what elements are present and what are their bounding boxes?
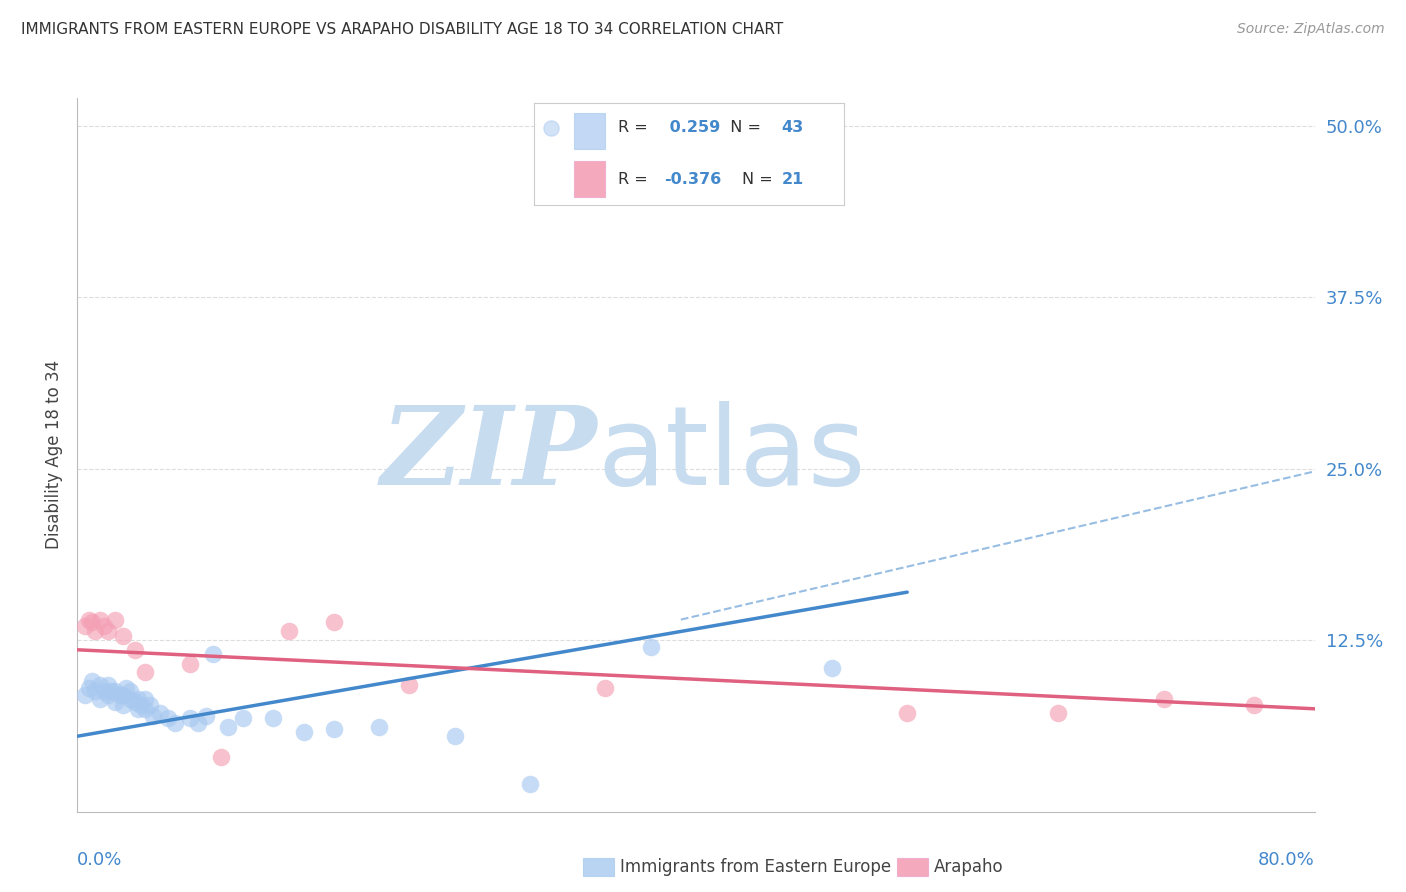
Point [368, 720, 391, 734]
Point [896, 706, 918, 720]
Point [73, 688, 96, 702]
Point [217, 720, 239, 734]
Point [202, 647, 225, 661]
Point [124, 642, 146, 657]
Point [134, 692, 156, 706]
Point [82, 615, 104, 630]
Point [129, 698, 152, 712]
Point [1153, 692, 1175, 706]
Point [134, 665, 156, 679]
Text: 0.0%: 0.0% [77, 851, 122, 869]
Point [139, 698, 162, 712]
Point [277, 624, 299, 638]
Point [127, 692, 149, 706]
Text: -0.376: -0.376 [664, 171, 721, 186]
Point [111, 688, 134, 702]
Text: IMMIGRANTS FROM EASTERN EUROPE VS ARAPAHO DISABILITY AGE 18 TO 34 CORRELATION CH: IMMIGRANTS FROM EASTERN EUROPE VS ARAPAH… [21, 22, 783, 37]
Point [443, 729, 465, 743]
Text: Immigrants from Eastern Europe: Immigrants from Eastern Europe [620, 858, 891, 876]
Y-axis label: Disability Age 18 to 34: Disability Age 18 to 34 [45, 360, 63, 549]
Point [104, 695, 127, 709]
Point [93, 619, 115, 633]
Point [263, 711, 285, 725]
Point [89, 692, 111, 706]
Point [640, 640, 662, 654]
Point [108, 688, 131, 702]
Point [114, 681, 136, 696]
Point [84, 684, 107, 698]
Text: Source: ZipAtlas.com: Source: ZipAtlas.com [1237, 22, 1385, 37]
Point [96, 624, 118, 638]
Point [96, 678, 118, 692]
Point [96, 688, 118, 702]
Point [292, 725, 315, 739]
Text: atlas: atlas [598, 401, 866, 508]
Point [89, 678, 111, 692]
Point [519, 777, 541, 791]
Point [142, 708, 165, 723]
Point [156, 711, 179, 725]
Point [120, 692, 142, 706]
Point [595, 681, 617, 696]
FancyBboxPatch shape [575, 113, 606, 149]
Text: 80.0%: 80.0% [1258, 851, 1315, 869]
Point [89, 613, 111, 627]
Point [209, 749, 232, 764]
Point [79, 613, 101, 627]
Point [821, 660, 844, 674]
Point [100, 684, 122, 698]
Text: 0.259: 0.259 [664, 120, 720, 136]
Point [84, 624, 107, 638]
Point [322, 615, 344, 630]
Point [104, 613, 127, 627]
Point [79, 681, 101, 696]
Point [165, 715, 187, 730]
Point [179, 711, 201, 725]
Point [179, 657, 201, 671]
Point [398, 678, 420, 692]
Point [194, 708, 217, 723]
Point [322, 723, 344, 737]
Point [73, 619, 96, 633]
Point [111, 698, 134, 712]
Text: N =: N = [720, 120, 766, 136]
Text: N =: N = [741, 171, 778, 186]
Point [187, 715, 209, 730]
Point [134, 702, 156, 716]
Text: R =: R = [617, 171, 652, 186]
Point [111, 629, 134, 643]
Point [232, 711, 254, 725]
Point [120, 684, 142, 698]
Text: Arapaho: Arapaho [934, 858, 1004, 876]
Point [1047, 706, 1070, 720]
Point [149, 706, 172, 720]
Point [124, 695, 146, 709]
Point [82, 674, 104, 689]
Text: 43: 43 [782, 120, 804, 136]
FancyBboxPatch shape [575, 161, 606, 197]
Point [104, 684, 127, 698]
Point [540, 121, 562, 136]
Point [1243, 698, 1265, 712]
Text: 21: 21 [782, 171, 804, 186]
Text: ZIP: ZIP [381, 401, 598, 508]
Point [127, 702, 149, 716]
Text: R =: R = [617, 120, 652, 136]
Point [93, 684, 115, 698]
